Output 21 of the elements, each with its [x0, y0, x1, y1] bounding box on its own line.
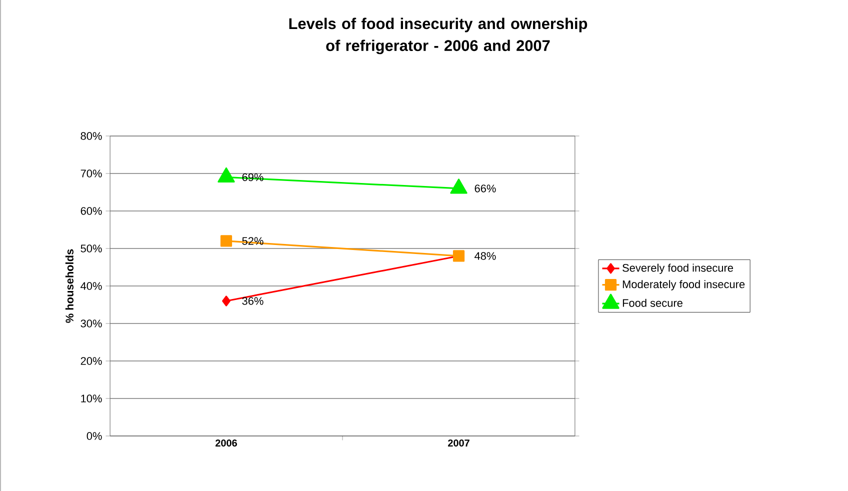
data-label: 48%	[474, 252, 496, 260]
y-tick-label: 0%	[86, 432, 102, 440]
y-tick-label: 70%	[80, 170, 102, 178]
y-tick-label: 30%	[80, 320, 102, 328]
y-tick-label: 50%	[80, 244, 102, 252]
chart-title: Levels of food insecurity and ownership of refrigerator - 2006 and 2007	[289, 18, 588, 54]
y-tick-label: 60%	[80, 207, 102, 215]
y-tick-label: 80%	[80, 132, 102, 140]
point	[222, 296, 230, 306]
legend-label: Severely food insecure	[622, 264, 734, 274]
x-tick-label: 2006	[216, 440, 237, 447]
data-label: 36%	[242, 297, 264, 305]
y-tick-label: 40%	[80, 282, 102, 290]
data-label: 66%	[474, 184, 496, 192]
legend-label: Moderately food insecure	[622, 280, 745, 290]
x-tick-label: 2007	[448, 440, 470, 447]
legend-label: Food secure	[622, 298, 682, 307]
y-tick-label: 10%	[81, 394, 102, 402]
y-axis-title: % households	[65, 249, 74, 323]
y-tick-label: 20%	[80, 357, 102, 365]
point	[220, 235, 232, 247]
